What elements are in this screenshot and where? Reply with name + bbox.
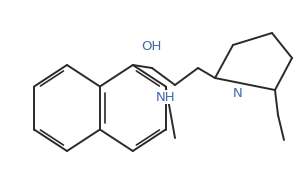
- Text: NH: NH: [156, 90, 176, 104]
- Text: OH: OH: [142, 40, 162, 53]
- Text: N: N: [232, 87, 242, 100]
